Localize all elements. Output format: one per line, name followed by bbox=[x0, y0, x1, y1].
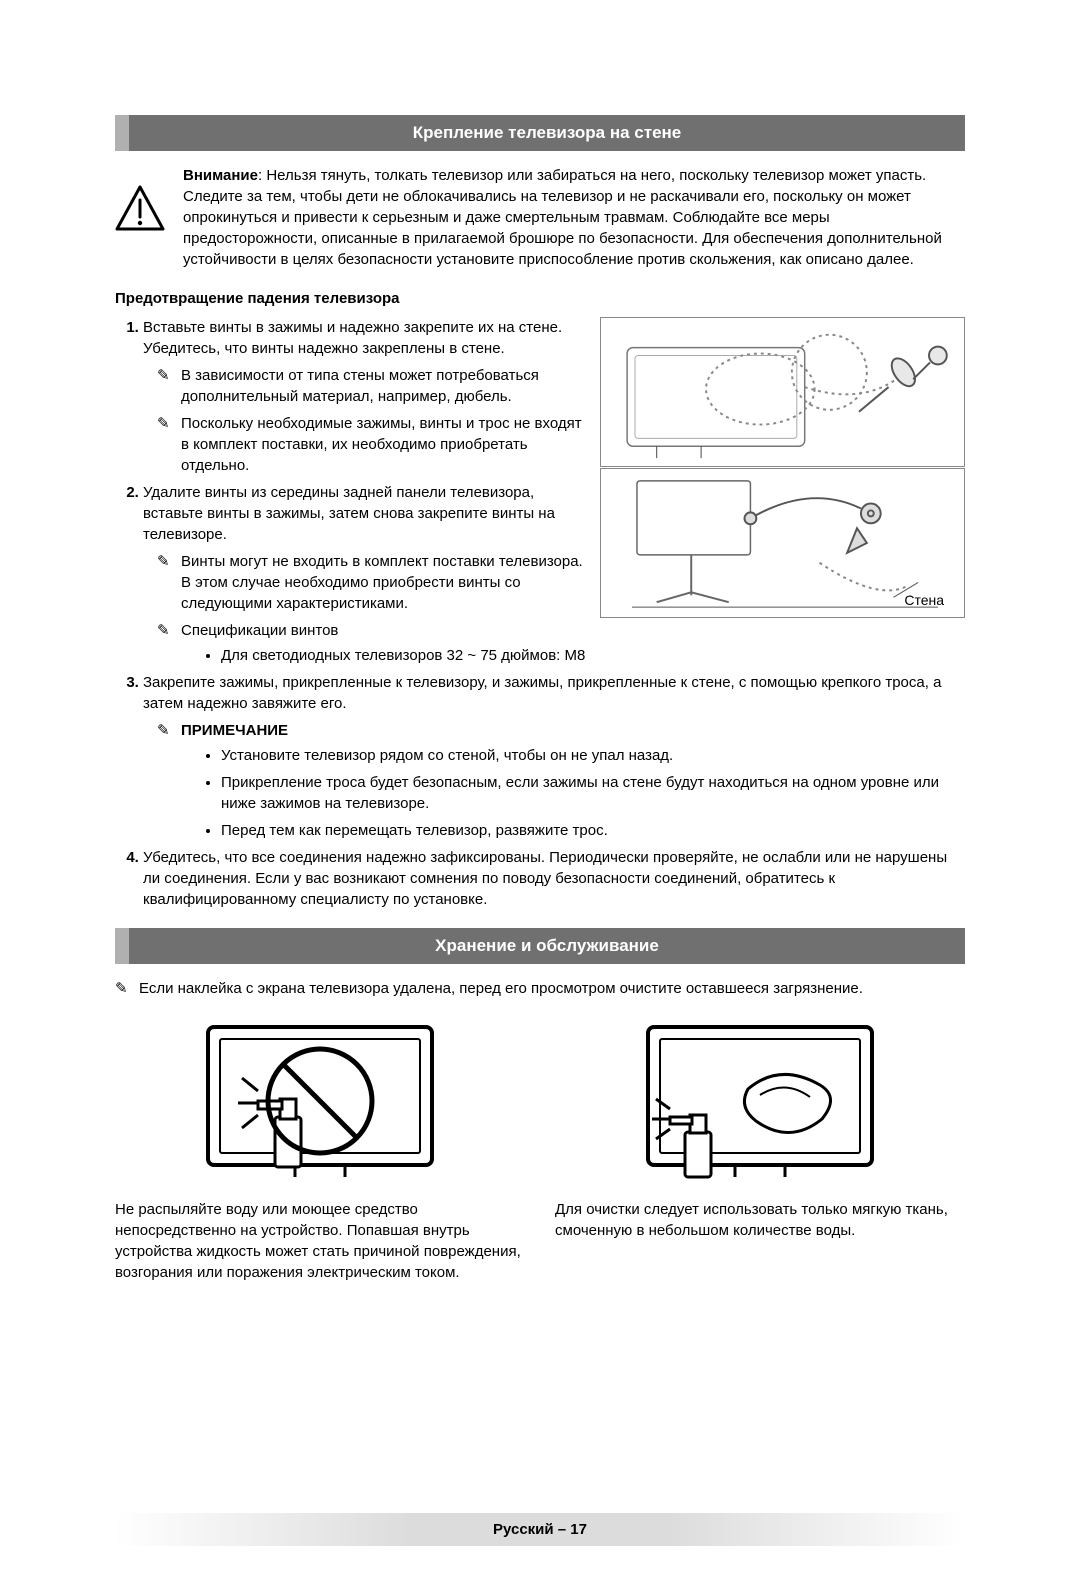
maintenance-top-note: ✎ Если наклейка с экрана телевизора удал… bbox=[115, 978, 965, 999]
list-item: Закрепите зажимы, прикрепленные к телеви… bbox=[143, 672, 965, 841]
note-icon: ✎ bbox=[157, 620, 170, 641]
page-footer: Русский – 17 bbox=[115, 1513, 965, 1546]
item-text: Удалите винты из середины задней панели … bbox=[143, 482, 593, 545]
footer-page: 17 bbox=[570, 1521, 587, 1538]
note-item: ✎ ПРИМЕЧАНИЕ Установите телевизор рядом с… bbox=[157, 720, 965, 841]
mounting-content: Стена Вставьте винты в зажимы и надежно … bbox=[115, 317, 965, 910]
cleaning-row: Не распыляйте воду или моющее средство н… bbox=[115, 1017, 965, 1283]
list-item: Удалите винты из середины задней панели … bbox=[143, 482, 593, 666]
list-item: Убедитесь, что все соединения надежно за… bbox=[143, 847, 965, 910]
note-icon: ✎ bbox=[115, 978, 128, 999]
mounting-figures: Стена bbox=[600, 317, 965, 618]
note-item: ✎ Поскольку необходимые зажимы, винты и т… bbox=[157, 413, 593, 476]
note-icon: ✎ bbox=[157, 365, 170, 386]
note-text: В зависимости от типа стены может потреб… bbox=[181, 367, 539, 405]
warning-body: : Нельзя тянуть, толкать телевизор или з… bbox=[183, 167, 942, 268]
cleaning-do-figure bbox=[630, 1017, 890, 1185]
warning-text: Внимание: Нельзя тянуть, толкать телевиз… bbox=[183, 165, 965, 270]
figure-tv-tether: Стена bbox=[600, 468, 965, 618]
note-text: Если наклейка с экрана телевизора удален… bbox=[139, 980, 863, 997]
subheading-prevent-fall: Предотвращение падения телевизора bbox=[115, 288, 965, 309]
bullet-item: Для светодиодных телевизоров 32 ~ 75 дюй… bbox=[221, 645, 593, 666]
bullet-item: Перед тем как перемещать телевизор, разв… bbox=[221, 820, 965, 841]
note-icon: ✎ bbox=[157, 720, 170, 741]
section-title-mounting: Крепление телевизора на стене bbox=[115, 115, 965, 151]
figure-wall-anchor bbox=[600, 317, 965, 467]
cleaning-dont-caption: Не распыляйте воду или моющее средство н… bbox=[115, 1199, 525, 1283]
note-label: ПРИМЕЧАНИЕ bbox=[181, 722, 288, 739]
cleaning-dont-figure bbox=[190, 1017, 450, 1185]
note-text: Спецификации винтов bbox=[181, 622, 338, 639]
warning-label: Внимание bbox=[183, 167, 258, 184]
section-title-maintenance: Хранение и обслуживание bbox=[115, 928, 965, 964]
item-text: Убедитесь, что все соединения надежно за… bbox=[143, 849, 947, 908]
bullet-item: Прикрепление троса будет безопасным, есл… bbox=[221, 772, 965, 814]
note-icon: ✎ bbox=[157, 551, 170, 572]
warning-icon bbox=[115, 185, 165, 231]
cleaning-dont: Не распыляйте воду или моющее средство н… bbox=[115, 1017, 525, 1283]
item-text: Закрепите зажимы, прикрепленные к телеви… bbox=[143, 674, 941, 712]
note-text: Винты могут не входить в комплект постав… bbox=[181, 553, 583, 612]
cleaning-do: Для очистки следует использовать только … bbox=[555, 1017, 965, 1283]
note-item: ✎ Спецификации винтов Для светодиодных те… bbox=[157, 620, 593, 666]
item-text: Вставьте винты в зажимы и надежно закреп… bbox=[143, 317, 593, 359]
note-icon: ✎ bbox=[157, 413, 170, 434]
note-text: Поскольку необходимые зажимы, винты и тр… bbox=[181, 415, 582, 474]
note-item: ✎ В зависимости от типа стены может потре… bbox=[157, 365, 593, 407]
wall-label: Стена bbox=[904, 591, 944, 611]
cleaning-do-caption: Для очистки следует использовать только … bbox=[555, 1199, 965, 1241]
note-item: ✎ Винты могут не входить в комплект поста… bbox=[157, 551, 593, 614]
footer-lang: Русский bbox=[493, 1521, 554, 1538]
warning-block: Внимание: Нельзя тянуть, толкать телевиз… bbox=[115, 165, 965, 270]
list-item: Вставьте винты в зажимы и надежно закреп… bbox=[143, 317, 593, 476]
bullet-item: Установите телевизор рядом со стеной, чт… bbox=[221, 745, 965, 766]
